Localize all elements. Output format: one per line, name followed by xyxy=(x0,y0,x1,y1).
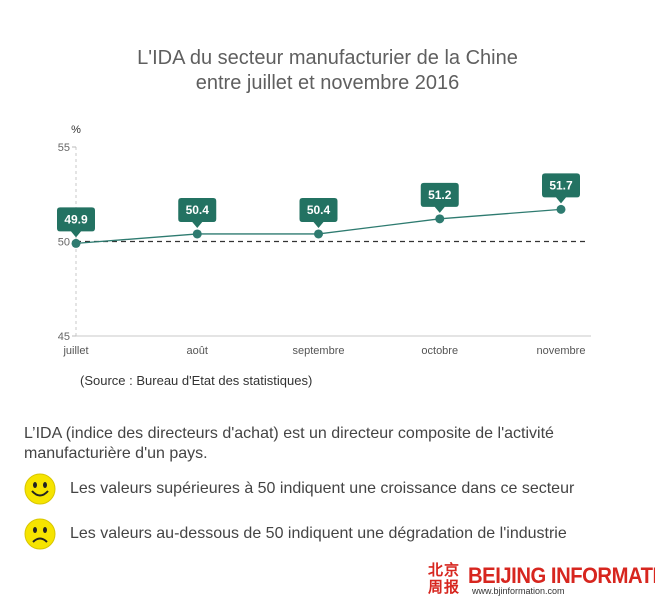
chart-title-line-2: entre juillet et novembre 2016 xyxy=(195,72,460,94)
y-tick-label: 55 xyxy=(58,142,70,154)
logo-chinese-mark: 北京周报 xyxy=(428,561,461,596)
logo-brand-name: BEIJING INFORMATION xyxy=(468,563,655,588)
legend-decline: Les valeurs au-dessous de 50 indiquent u… xyxy=(24,518,567,550)
x-tick-label: septembre xyxy=(293,345,345,357)
data-point xyxy=(71,238,81,248)
sad-face-icon xyxy=(24,518,56,550)
data-label: 50.4 xyxy=(186,203,210,217)
x-tick-label: juillet xyxy=(62,345,88,357)
legend-growth: Les valeurs supérieures à 50 indiquent u… xyxy=(24,473,574,505)
y-tick-label: 50 xyxy=(58,237,70,249)
y-tick-label: 45 xyxy=(58,331,70,343)
legend-decline-text: Les valeurs au-dessous de 50 indiquent u… xyxy=(70,525,567,542)
data-label-box xyxy=(178,197,217,228)
data-label-box xyxy=(57,207,95,238)
data-label: 51.7 xyxy=(549,178,573,192)
data-label-box xyxy=(542,173,580,204)
logo-url: www.bjinformation.com xyxy=(472,586,565,596)
x-tick-label: novembre xyxy=(537,345,586,357)
data-point xyxy=(556,204,566,214)
data-label-box xyxy=(299,197,338,228)
data-point xyxy=(435,214,445,224)
beijing-information-logo: 北京周报 BEIJING INFORMATION www.bjinformati… xyxy=(428,561,655,598)
data-label: 51.2 xyxy=(428,188,452,202)
line-chart: % 45 50 55 juillet août septembre octobre novemb… xyxy=(57,124,591,357)
legend-growth-text: Les valeurs supérieures à 50 indiquent u… xyxy=(70,480,575,497)
x-tick-label: août xyxy=(187,345,208,357)
data-point xyxy=(192,229,202,239)
y-unit-label: % xyxy=(71,124,81,136)
data-label: 49.9 xyxy=(64,212,88,226)
source-note: (Source : Bureau d'Etat des statistiques… xyxy=(80,373,313,388)
data-label: 50.4 xyxy=(307,203,331,217)
data-label-box xyxy=(420,182,459,213)
smiley-face-icon xyxy=(24,473,56,505)
x-tick-label: octobre xyxy=(421,345,458,357)
chart-title: L'IDA du secteur manufacturier de la Chi… xyxy=(0,46,655,96)
description-text: L’IDA (indice des directeurs d'achat) es… xyxy=(24,425,554,462)
chart-title-line-1: L'IDA du secteur manufacturier de la Chi… xyxy=(137,47,518,69)
data-point xyxy=(314,229,323,239)
